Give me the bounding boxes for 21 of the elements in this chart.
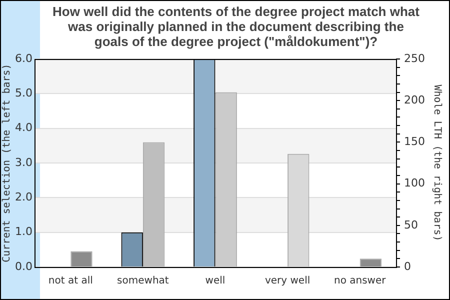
x-tick-label: not at all bbox=[48, 276, 93, 287]
y2-tick-label: 200 bbox=[404, 93, 426, 106]
x-tick-label: no answer bbox=[334, 276, 387, 287]
y-axis-title: Current selection (the left bars) bbox=[2, 64, 13, 262]
y-tick-label: 5.0 bbox=[14, 86, 32, 100]
x-tick-label: very well bbox=[264, 276, 310, 287]
y2-tick-label: 0 bbox=[404, 260, 412, 273]
y-tick-label: 6.0 bbox=[14, 52, 32, 65]
y2-tick-label: 150 bbox=[404, 135, 426, 148]
y2-axis-title: Whole LTH (the right bars) bbox=[431, 84, 442, 242]
y-tick-label: 1.0 bbox=[14, 225, 32, 238]
y2-tick-label: 50 bbox=[404, 218, 418, 232]
y-tick-label: 0.0 bbox=[14, 260, 32, 273]
y-tick-label: 4.0 bbox=[14, 121, 32, 134]
x-tick-label: well bbox=[205, 276, 226, 287]
y-tick-label: 2.0 bbox=[14, 190, 32, 204]
x-tick-label: somewhat bbox=[117, 276, 169, 287]
chart-title: How well did the contents of the degree project match what was originally planned in the document describing the goals of the degree project ("måldokument")? bbox=[52, 4, 420, 49]
y-tick-label: 3.0 bbox=[14, 156, 32, 169]
y2-tick-label: 100 bbox=[404, 176, 426, 190]
y2-tick-label: 250 bbox=[404, 52, 426, 65]
